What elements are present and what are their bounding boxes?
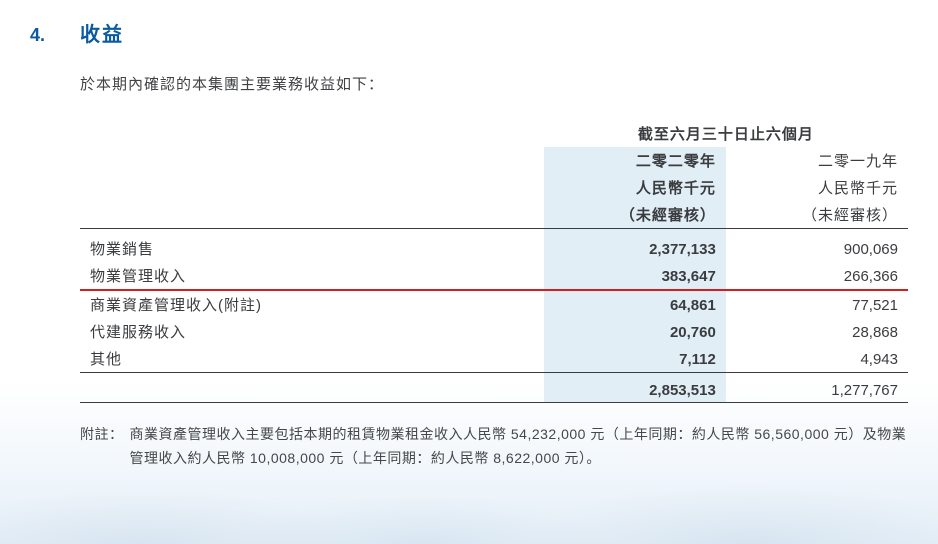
row-prior: 266,366 [726,262,908,290]
col-year-current: 二零二零年 [544,147,726,174]
table-year-row: 二零二零年 二零一九年 [80,147,908,174]
period-header: 截至六月三十日止六個月 [544,120,908,147]
row-prior: 4,943 [726,345,908,373]
table-audit-row: （未經審核） （未經審核） [80,201,908,229]
col-audit-current: （未經審核） [544,201,726,229]
table-row: 物業銷售 2,377,133 900,069 [80,235,908,262]
col-unit-current: 人民幣千元 [544,174,726,201]
revenue-table: 截至六月三十日止六個月 二零二零年 二零一九年 人民幣千元 人民幣千元 （未經審… [80,120,908,403]
row-current: 2,377,133 [544,235,726,262]
footnote-label: 附註： [80,423,124,471]
row-current: 383,647 [544,262,726,290]
row-current: 20,760 [544,318,726,345]
table-unit-row: 人民幣千元 人民幣千元 [80,174,908,201]
table-period-row: 截至六月三十日止六個月 [80,120,908,147]
section-header: 4. 收益 [30,18,908,47]
row-label: 物業管理收入 [80,262,544,290]
footnote: 附註： 商業資產管理收入主要包括本期的租賃物業租金收入人民幣 54,232,00… [80,423,908,471]
intro-text: 於本期內確認的本集團主要業務收益如下： [80,73,908,94]
row-prior: 900,069 [726,235,908,262]
row-label: 商業資產管理收入(附註) [80,290,544,318]
col-year-prior: 二零一九年 [726,147,908,174]
row-prior: 77,521 [726,290,908,318]
col-audit-prior: （未經審核） [726,201,908,229]
table-total-row: 2,853,513 1,277,767 [80,379,908,403]
row-current: 64,861 [544,290,726,318]
table-row: 商業資產管理收入(附註) 64,861 77,521 [80,290,908,318]
section-title: 收益 [80,18,124,47]
row-prior: 28,868 [726,318,908,345]
table-row: 代建服務收入 20,760 28,868 [80,318,908,345]
total-current: 2,853,513 [544,379,726,403]
table-row: 其他 7,112 4,943 [80,345,908,373]
col-unit-prior: 人民幣千元 [726,174,908,201]
row-label: 其他 [80,345,544,373]
row-label: 物業銷售 [80,235,544,262]
row-current: 7,112 [544,345,726,373]
section-number: 4. [30,25,56,46]
total-prior: 1,277,767 [726,379,908,403]
table-row: 物業管理收入 383,647 266,366 [80,262,908,290]
footnote-body: 商業資產管理收入主要包括本期的租賃物業租金收入人民幣 54,232,000 元（… [130,423,909,471]
row-label: 代建服務收入 [80,318,544,345]
